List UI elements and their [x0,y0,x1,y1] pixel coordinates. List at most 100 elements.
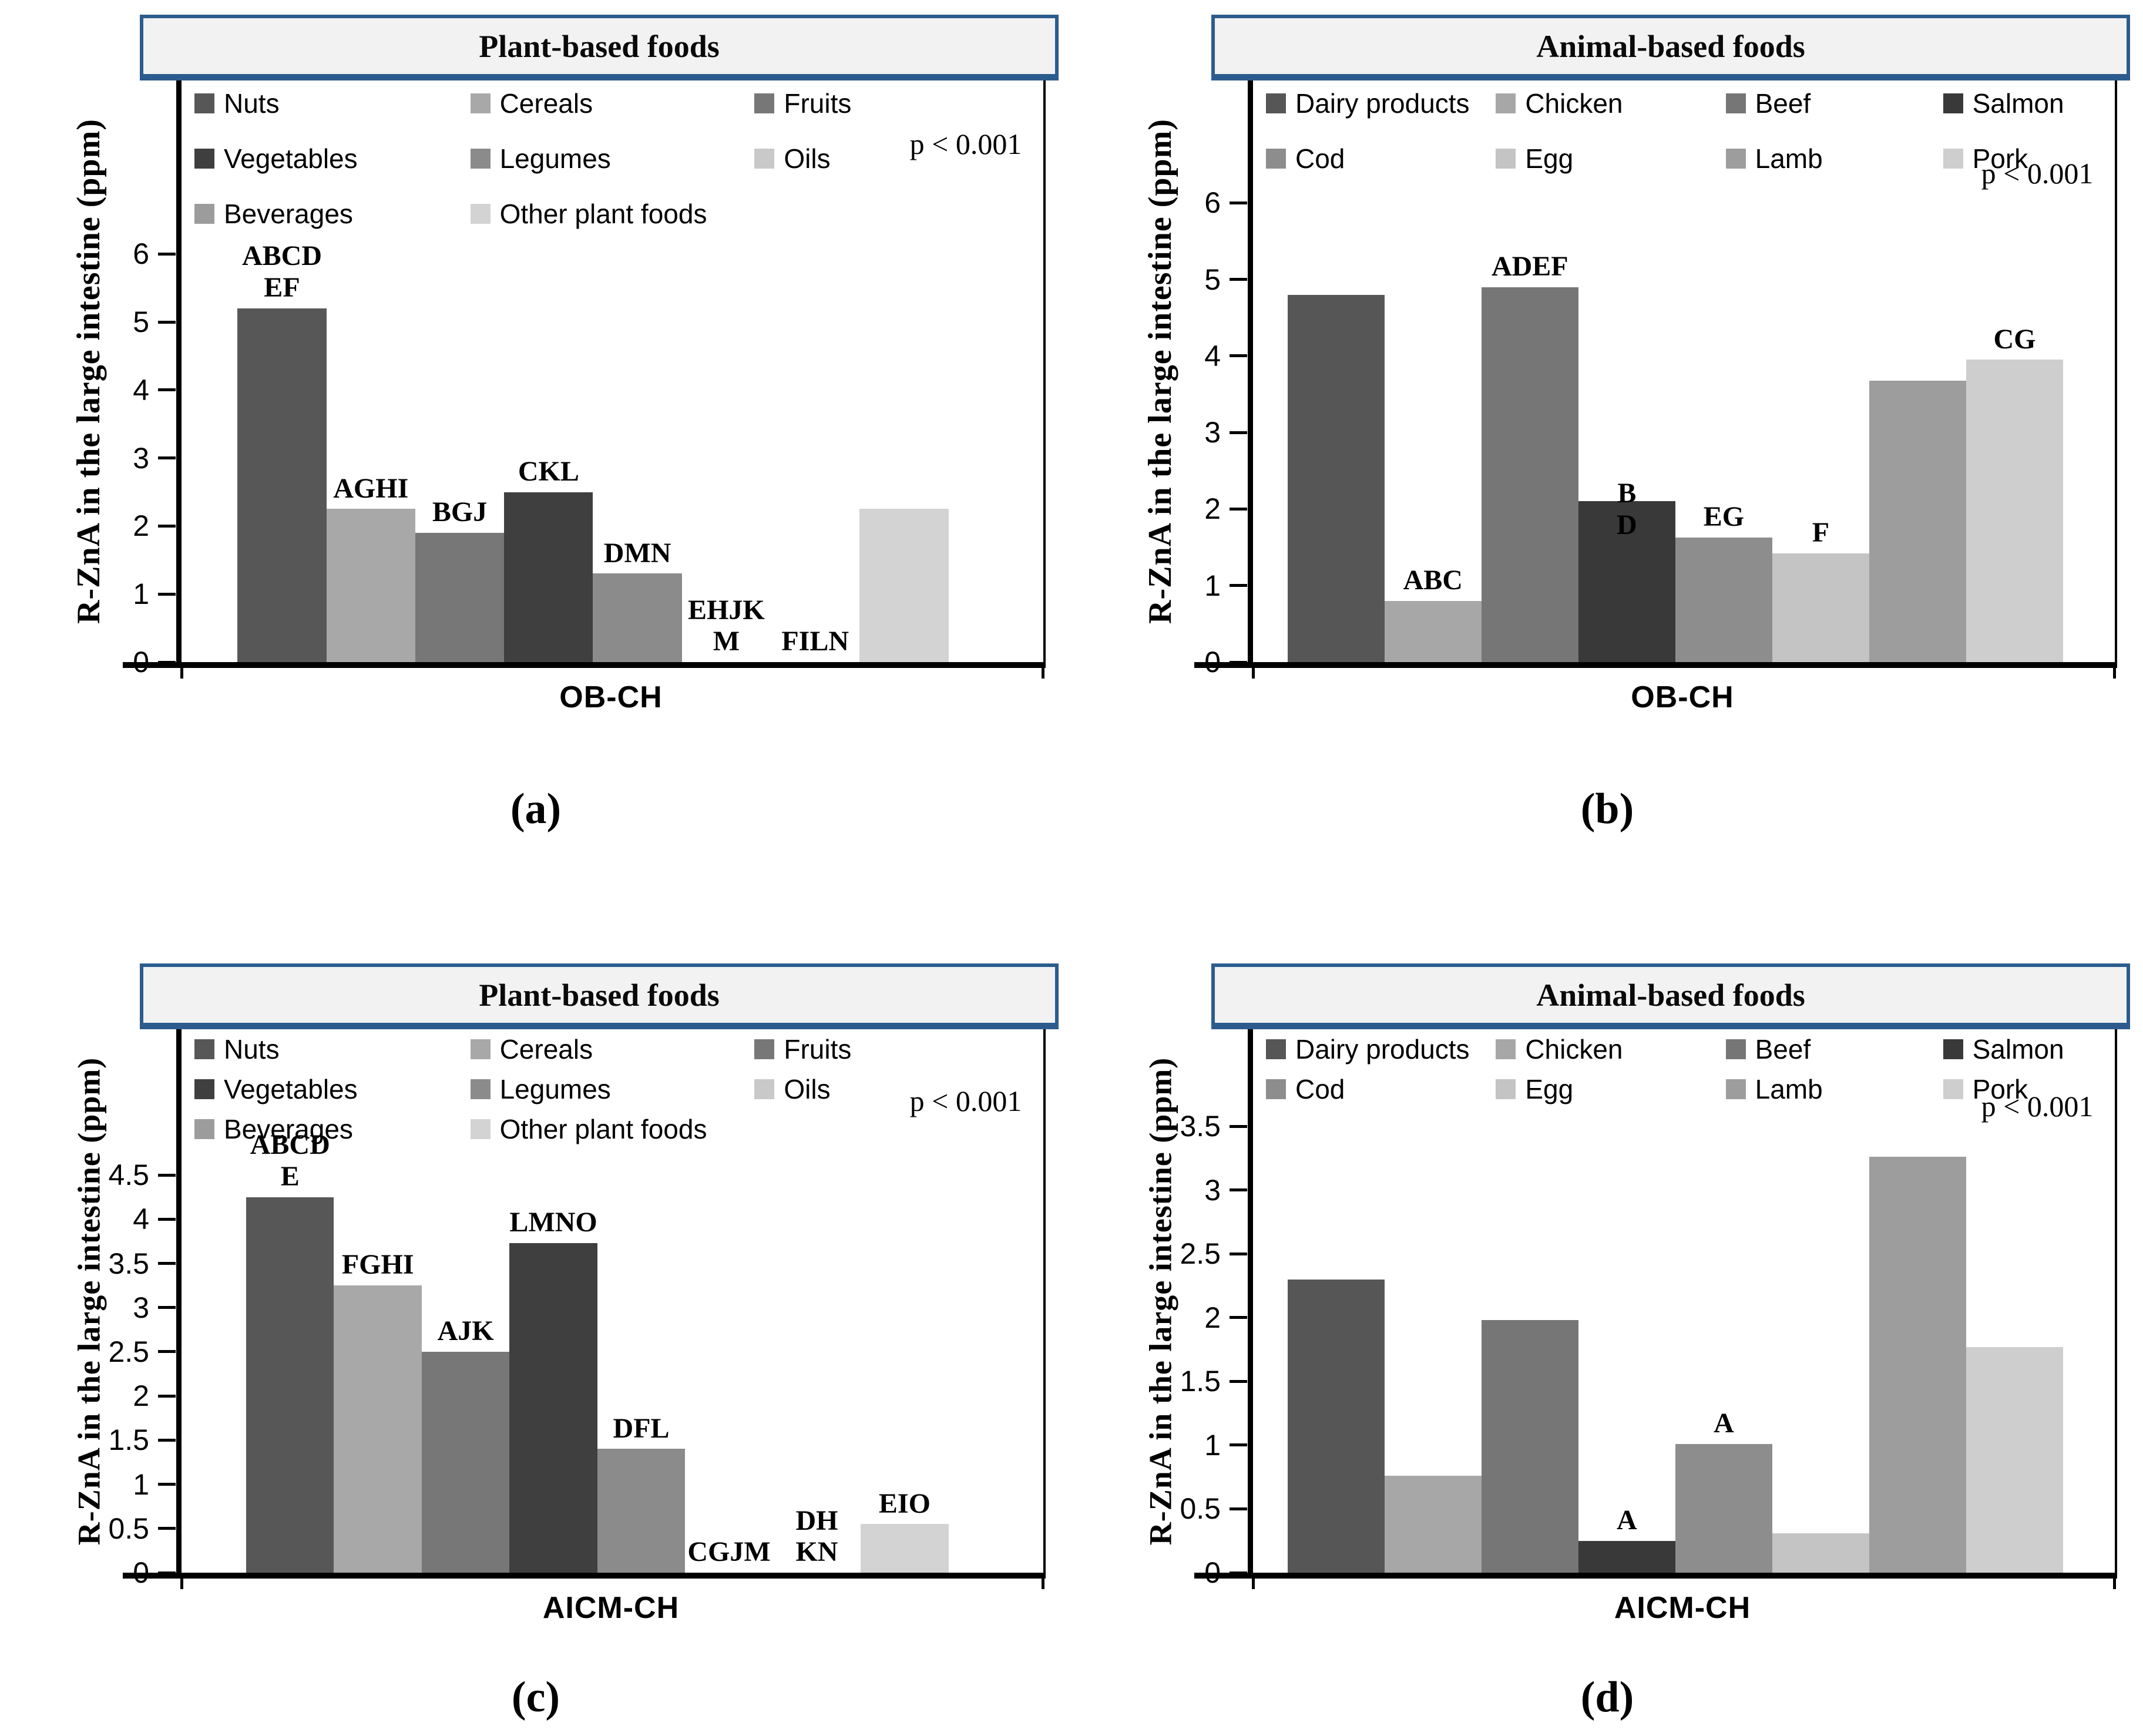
bar-significance-label: FGHI [341,1249,414,1281]
bar-nuts [246,1197,334,1573]
bar-significance-label: ABCD EF [241,240,322,304]
bar-other-plant-foods [859,509,949,662]
bar-slot: A [1578,1029,1675,1573]
y-axis-tick-mark [158,660,176,664]
legend-item: Salmon [1943,1033,2102,1065]
legend-swatch-icon [1496,1079,1516,1100]
y-axis-tick-label: 3.5 [1180,1110,1221,1143]
bar-lamb [1869,1157,1966,1573]
x-axis-label: AICM-CH [1614,1591,1751,1625]
y-axis-tick-label: 4 [1204,339,1221,372]
legend-label: Oils [784,143,831,174]
legend-swatch-icon [194,1039,214,1060]
chart-c-plot-area: R-ZnA in the large intestine (ppm) Nuts C… [71,1029,1046,1589]
legend-swatch-icon [470,1119,491,1140]
bar-slot [1384,1029,1482,1573]
legend-label: Fruits [784,1034,852,1065]
legend-swatch-icon [1725,1039,1746,1060]
y-axis-tick-mark [1230,1571,1247,1574]
legend-item: Beef [1725,88,1943,119]
p-value-annotation: p < 0.001 [1981,1089,2094,1123]
legend-item: Cereals [470,88,755,119]
bar-significance-label: ABC [1403,565,1463,596]
bar-fruits [415,533,505,662]
bar-nuts [237,308,327,662]
bar-slot: CG [1966,80,2064,662]
legend-label: Egg [1525,143,1574,174]
chart-d-legend: Dairy products Chicken Beef Salmon Cod Egg Lam… [1266,1033,2102,1105]
chart-b: Animal-based foods R-ZnA in the large in… [1142,15,2130,715]
y-axis-tick-mark [158,524,176,528]
y-axis-tick-label: 2.5 [108,1335,149,1368]
y-axis-tick-label: 4.5 [108,1159,149,1192]
y-axis-tick-mark [1230,354,1247,358]
panel-c: Plant-based foods R-ZnA in the large int… [0,868,1072,1736]
legend-swatch-icon [194,93,214,113]
y-axis-tick-label: 2 [1204,1301,1221,1334]
legend-item: Legumes [470,1073,755,1105]
panel-d-caption: (d) [1580,1673,1634,1721]
bar-slot: ABCD E [246,1029,334,1573]
legend-label: Salmon [1972,1034,2064,1065]
y-axis-tick-mark [158,320,176,324]
legend-label: Lamb [1755,1074,1823,1105]
y-axis-tick-label: 0.5 [1180,1492,1221,1526]
bar-slot: ABCD EF [237,80,327,662]
bar-other-plant-foods [861,1524,949,1573]
y-axis-tick-mark [158,592,176,596]
bar-slot: CGJM [685,1029,772,1573]
legend-item: Pork [1943,143,2102,174]
bar-chicken [1384,600,1482,662]
y-axis-tick-label: 5 [1204,263,1221,296]
legend-label: Legumes [499,1074,611,1105]
legend-label: Other plant foods [499,198,707,229]
bar-slot: EG [1675,80,1772,662]
legend-swatch-icon [470,93,491,113]
legend-label: Nuts [224,88,280,119]
legend-swatch-icon [1266,148,1286,169]
x-axis-tick [1042,1579,1044,1589]
bar-egg [1772,1533,1869,1573]
bar-slot [1966,1029,2064,1573]
y-axis-tick-label: 2.5 [1180,1237,1221,1271]
y-axis-tick-label: 3 [1204,1173,1221,1207]
y-axis-tick-mark [1230,1443,1247,1447]
panel-d: Animal-based foods R-ZnA in the large in… [1072,868,2143,1736]
bar-vegetables [509,1243,597,1573]
bar-significance-label: DFL [613,1412,670,1444]
legend-label: Legumes [499,143,611,174]
bar-significance-label: CGJM [687,1536,771,1568]
y-axis-tick-mark [158,388,176,392]
x-axis-label: AICM-CH [542,1591,680,1625]
x-axis-line [123,662,1046,668]
bar-salmon [1578,1540,1675,1573]
legend-label: Pork [1972,1074,2028,1105]
bar-chicken [1384,1475,1482,1573]
bars-group: ABCD EF AGHI BGJ CKL DMN EHJK M FILN [237,80,949,662]
legend-swatch-icon [470,203,491,224]
legend-label: Salmon [1972,88,2064,119]
bar-legumes [597,1449,686,1573]
legend-label: Cod [1295,1074,1345,1105]
chart-d-plot-area: R-ZnA in the large intestine (ppm) Dairy… [1143,1029,2117,1589]
bar-slot: CKL [504,80,593,662]
legend-swatch-icon [1943,1039,1963,1060]
y-axis-tick-mark [1230,507,1247,511]
bar-slot: DMN [593,80,682,662]
legend-swatch-icon [470,148,491,169]
legend-swatch-icon [1725,93,1746,113]
legend-item: Other plant foods [470,198,755,230]
legend-item: Vegetables [194,143,471,174]
bar-pork [1966,1347,2064,1573]
legend-label: Fruits [784,88,852,119]
y-axis-tick-label: 1 [1204,1428,1221,1462]
legend-label: Beef [1755,88,1811,119]
bar-slot: A [1675,1029,1772,1573]
legend-item: Beverages [194,198,471,230]
bar-significance-label: CKL [518,455,579,487]
bar-significance-label: A [1616,1504,1637,1536]
bar-significance-label: EIO [878,1487,931,1519]
y-axis-title: R-ZnA in the large intestine (ppm) [1143,1057,1178,1545]
bar-cereals [334,1285,422,1573]
legend-swatch-icon [1943,148,1963,169]
